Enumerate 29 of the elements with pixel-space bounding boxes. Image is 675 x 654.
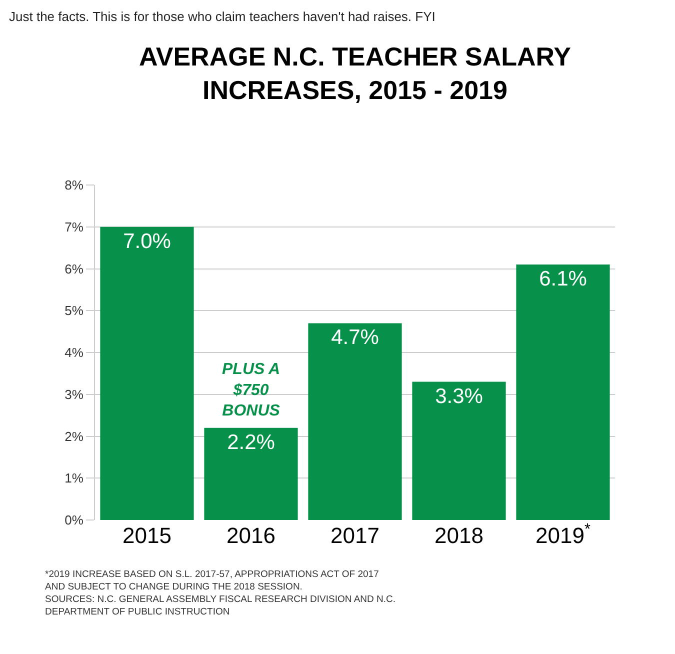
y-tick-label: 2% [64,428,84,444]
x-tick-label: 2015 [122,523,172,548]
y-tick-label: 5% [64,303,84,318]
y-tick-label: 1% [64,470,84,486]
data-label: 3.3% [435,384,483,408]
chart-title: AVERAGE N.C. TEACHER SALARY INCREASES, 2015 - 2019 [139,41,571,106]
x-tick-label: 2017 [330,523,380,548]
x-tick-label: 2019$^{*}$ [536,520,590,548]
y-tick-label: 6% [64,261,84,276]
text: *2019 INCREASE BASED ON S.L. 2017-57, APPROPRIATIONS ACT OF 2017 AND SUBJECT TO CHANGE DURING THE 2018 SESSION. [45,569,379,592]
y-tick-label: 3% [64,386,84,402]
data-label: 7.0% [123,230,171,253]
bar [204,428,298,520]
chart-subtitle: Just the facts. This is for those who claim teachers haven't had raises. FYI [9,9,436,24]
data-label: 6.1% [539,268,587,291]
y-tick-label: 0% [64,512,84,528]
x-tick-label: 2018 [434,523,484,548]
data-label: 2.2% [227,430,275,454]
annotation: PLUS A $750 BONUS [222,361,280,420]
bar [308,323,402,520]
bar [100,226,194,520]
y-tick-label: 8% [64,178,84,193]
source-note: SOURCES: N.C. GENERAL ASSEMBLY FISCAL RESEARCH DIVISION AND N.C. DEPARTMENT OF PUBLIC INSTRUCTION [45,594,396,618]
data-label: 4.7% [331,326,379,350]
bar [516,264,610,520]
y-tick-label: 7% [64,219,84,234]
y-tick-label: 4% [64,345,84,360]
bar [412,382,506,520]
x-tick-label: 2016 [226,523,276,548]
